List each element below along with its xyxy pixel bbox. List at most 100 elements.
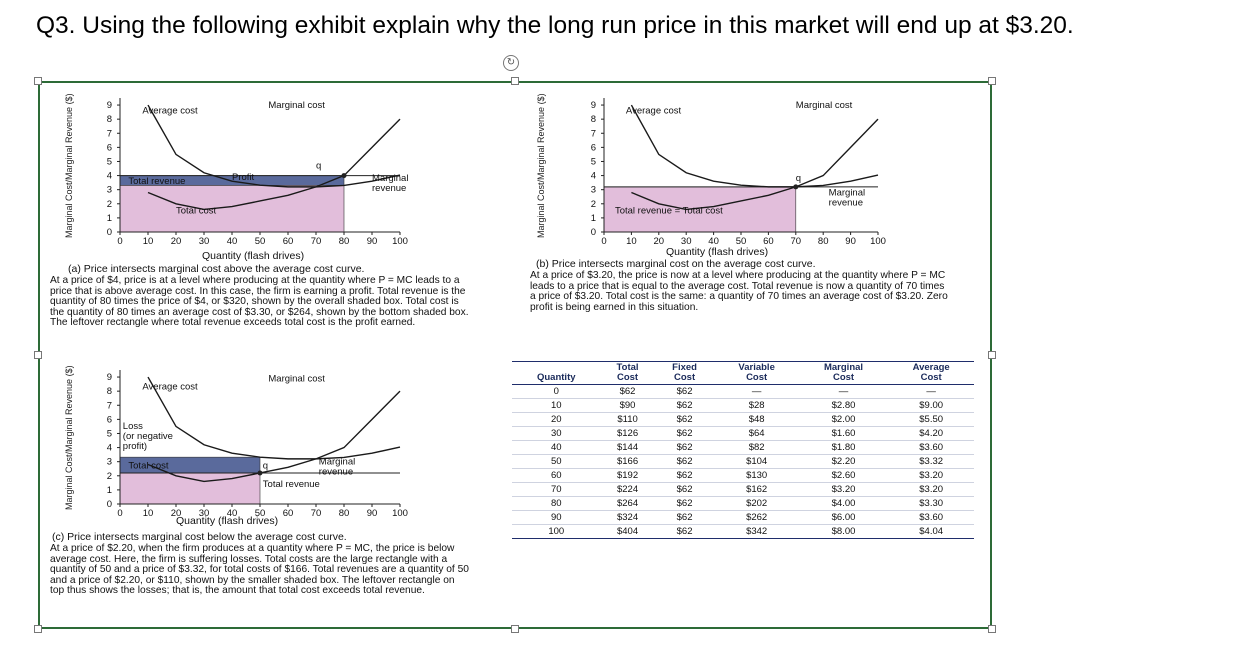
table-cell: — bbox=[798, 384, 889, 399]
resize-handle-tr[interactable] bbox=[988, 77, 996, 85]
table-cell: $1.60 bbox=[798, 426, 889, 441]
y-tick-label: 6 bbox=[591, 142, 596, 153]
table-cell: 20 bbox=[512, 412, 601, 427]
table-cell: $192 bbox=[600, 468, 655, 483]
y-tick-label: 8 bbox=[107, 386, 112, 397]
table-row: 70 $224 $62 $162 $3.20 $3.20 bbox=[512, 482, 974, 497]
y-tick-label: 3 bbox=[591, 185, 596, 196]
table-cell: $64 bbox=[714, 426, 799, 441]
table-cell: $6.00 bbox=[798, 510, 889, 525]
table-cell: $62 bbox=[654, 482, 715, 497]
panel-a-x-axis-label: Quantity (flash drives) bbox=[202, 250, 305, 262]
table-cell: 100 bbox=[512, 524, 601, 539]
panel-c-caption: (c) Price intersects marginal cost below… bbox=[52, 531, 347, 543]
y-tick-label: 6 bbox=[107, 142, 112, 153]
table-row: 30 $126 $62 $64 $1.60 $4.20 bbox=[512, 426, 974, 441]
y-tick-label: 0 bbox=[107, 227, 112, 238]
q-label: q bbox=[263, 461, 268, 472]
table-cell: $3.20 bbox=[888, 468, 974, 483]
x-tick-label: 80 bbox=[339, 508, 350, 519]
marginal-cost-label: Marginal cost bbox=[796, 100, 853, 111]
total-cost-rectangle bbox=[119, 185, 345, 233]
rotate-icon[interactable]: ↻ bbox=[503, 55, 519, 71]
table-cell: $104 bbox=[714, 454, 799, 469]
table-cell: $62 bbox=[654, 440, 715, 455]
table-cell: $144 bbox=[600, 440, 655, 455]
table-row: 10 $90 $62 $28 $2.80 $9.00 bbox=[512, 398, 974, 413]
loss-label: Loss (or negative profit) bbox=[123, 421, 173, 452]
table-cell: 50 bbox=[512, 454, 601, 469]
table-cell: $166 bbox=[600, 454, 655, 469]
x-tick-label: 40 bbox=[227, 236, 238, 247]
marginal-cost-curve bbox=[147, 118, 401, 211]
marginal-revenue-label: Marginal revenue bbox=[319, 457, 355, 478]
question-text: Q3. Using the following exhibit explain … bbox=[36, 12, 1074, 39]
table-cell: $3.60 bbox=[888, 440, 974, 455]
intersection-point bbox=[341, 173, 347, 179]
x-tick-label: 60 bbox=[283, 236, 294, 247]
resize-handle-br[interactable] bbox=[988, 625, 996, 633]
x-tick-label: 90 bbox=[367, 508, 378, 519]
y-tick-label: 7 bbox=[107, 128, 112, 139]
table-cell: $1.80 bbox=[798, 440, 889, 455]
resize-handle-mr[interactable] bbox=[988, 351, 996, 359]
panel-b-caption: (b) Price intersects marginal cost on th… bbox=[536, 258, 816, 270]
x-tick-label: 10 bbox=[143, 236, 154, 247]
cost-table-header-2: Fixed Cost bbox=[654, 361, 715, 385]
resize-handle-bm[interactable] bbox=[511, 625, 519, 633]
table-cell: 60 bbox=[512, 468, 601, 483]
x-tick-label: 80 bbox=[339, 236, 350, 247]
x-tick-label: 100 bbox=[392, 236, 408, 247]
cost-table-header-0: Quantity bbox=[512, 361, 601, 385]
table-cell: $90 bbox=[600, 398, 655, 413]
table-cell: $62 bbox=[654, 384, 715, 399]
resize-handle-ml[interactable] bbox=[34, 351, 42, 359]
table-cell: $264 bbox=[600, 496, 655, 511]
table-cell: $3.30 bbox=[888, 496, 974, 511]
resize-handle-tm[interactable] bbox=[511, 77, 519, 85]
marginal-cost-label: Marginal cost bbox=[268, 373, 325, 384]
x-tick-label: 60 bbox=[763, 236, 774, 247]
table-row: 60 $192 $62 $130 $2.60 $3.20 bbox=[512, 468, 974, 483]
x-tick-label: 40 bbox=[708, 236, 719, 247]
panel-c-description: At a price of $2.20, when the firm produ… bbox=[50, 543, 469, 597]
y-tick-label: 9 bbox=[107, 100, 112, 111]
table-cell: 40 bbox=[512, 440, 601, 455]
table-cell: $62 bbox=[654, 510, 715, 525]
intersection-point bbox=[793, 184, 799, 190]
table-cell: $404 bbox=[600, 524, 655, 539]
q-label: q bbox=[796, 173, 801, 184]
table-cell: — bbox=[714, 384, 799, 399]
average-cost-curve bbox=[630, 104, 879, 188]
table-cell: 10 bbox=[512, 398, 601, 413]
table-cell: $9.00 bbox=[888, 398, 974, 413]
x-tick-label: 100 bbox=[392, 508, 408, 519]
resize-handle-bl[interactable] bbox=[34, 625, 42, 633]
table-cell: $62 bbox=[654, 398, 715, 413]
table-cell: $48 bbox=[714, 412, 799, 427]
table-cell: $8.00 bbox=[798, 524, 889, 539]
profit-label: Profit bbox=[232, 172, 255, 183]
table-cell: $3.20 bbox=[888, 482, 974, 497]
table-cell: 0 bbox=[512, 384, 601, 399]
y-tick-label: 5 bbox=[107, 156, 112, 167]
table-cell: 90 bbox=[512, 510, 601, 525]
table-cell: 80 bbox=[512, 496, 601, 511]
x-tick-label: 30 bbox=[681, 236, 692, 247]
x-tick-label: 40 bbox=[227, 508, 238, 519]
table-row: 20 $110 $62 $48 $2.00 $5.50 bbox=[512, 412, 974, 427]
table-cell: $4.20 bbox=[888, 426, 974, 441]
y-tick-label: 4 bbox=[107, 171, 112, 182]
total-revenue-label: Total revenue bbox=[128, 176, 185, 187]
cost-table: Quantity Total Cost Fixed Cost Variable Cost Ma… bbox=[512, 361, 974, 539]
panel-b-description: At a price of $3.20, the price is now at… bbox=[530, 270, 948, 313]
y-tick-label: 9 bbox=[591, 100, 596, 111]
y-tick-label: 1 bbox=[591, 213, 596, 224]
x-tick-label: 60 bbox=[283, 508, 294, 519]
x-tick-label: 70 bbox=[311, 236, 322, 247]
total-cost-label: Total cost bbox=[176, 206, 216, 217]
resize-handle-tl[interactable] bbox=[34, 77, 42, 85]
table-cell: $324 bbox=[600, 510, 655, 525]
